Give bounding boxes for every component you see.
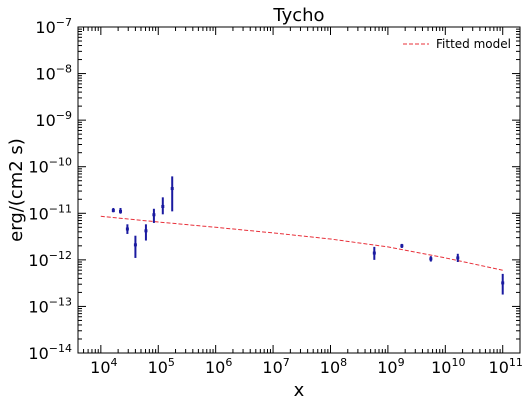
y-tick-label: 10−14 <box>28 342 72 363</box>
x-tick-exponent: 4 <box>111 356 118 369</box>
data-point <box>111 208 115 212</box>
x-tick-label: 109 <box>377 356 404 377</box>
x-tick-label: 1010 <box>431 356 465 377</box>
data-point <box>133 243 137 247</box>
data-point <box>144 229 148 233</box>
x-tick-label: 108 <box>320 356 347 377</box>
x-tick-exponent: 9 <box>398 356 405 369</box>
x-tick-label: 105 <box>148 356 175 377</box>
y-tick-label: 10−9 <box>35 109 72 130</box>
x-tick-base: 10 <box>431 358 451 377</box>
x-tick-exponent: 10 <box>451 356 465 369</box>
x-tick-base: 10 <box>320 358 340 377</box>
legend-label-fitted-model: Fitted model <box>436 37 511 51</box>
y-tick-base: 10 <box>28 297 48 316</box>
data-point <box>161 204 165 208</box>
data-point <box>170 187 174 191</box>
x-tick-exponent: 7 <box>283 356 290 369</box>
data-point <box>429 257 433 261</box>
y-tick-label: 10−12 <box>28 249 72 270</box>
y-tick-exponent: −13 <box>49 295 72 308</box>
y-tick-base: 10 <box>28 158 48 177</box>
x-tick-labels: 104 105 106 107 108 109 1010 1011 <box>90 356 523 377</box>
y-tick-label: 10−7 <box>35 16 72 37</box>
y-tick-exponent: −10 <box>49 156 72 169</box>
x-tick-exponent: 6 <box>225 356 232 369</box>
data-point <box>501 281 505 285</box>
y-tick-base: 10 <box>35 65 55 84</box>
x-tick-base: 10 <box>148 358 168 377</box>
x-tick-base: 10 <box>489 358 509 377</box>
y-tick-label: 10−10 <box>28 156 72 177</box>
data-point <box>152 213 156 217</box>
data-point <box>456 256 460 260</box>
y-axis-label: erg/(cm2 s) <box>6 138 27 242</box>
y-tick-base: 10 <box>35 18 55 37</box>
minor-ticks <box>77 27 521 353</box>
y-tick-exponent: −14 <box>49 342 72 355</box>
y-tick-exponent: −9 <box>56 109 72 122</box>
y-tick-exponent: −8 <box>56 63 72 76</box>
x-tick-exponent: 11 <box>509 356 523 369</box>
plot-area <box>77 26 521 354</box>
data-point <box>400 244 404 248</box>
x-tick-exponent: 5 <box>168 356 175 369</box>
y-tick-base: 10 <box>35 111 55 130</box>
x-tick-base: 10 <box>377 358 397 377</box>
legend: Fitted model <box>403 37 511 51</box>
y-tick-label: 10−11 <box>28 202 72 223</box>
y-tick-base: 10 <box>28 251 48 270</box>
x-tick-base: 10 <box>262 358 282 377</box>
x-tick-exponent: 8 <box>340 356 347 369</box>
x-tick-label: 107 <box>262 356 289 377</box>
y-tick-label: 10−13 <box>28 295 72 316</box>
data-point <box>119 209 123 213</box>
y-tick-exponent: −12 <box>49 249 72 262</box>
major-ticks <box>78 26 520 354</box>
x-tick-base: 10 <box>205 358 225 377</box>
x-tick-label: 1011 <box>489 356 523 377</box>
y-tick-base: 10 <box>28 344 48 363</box>
x-tick-label: 104 <box>90 356 117 377</box>
x-tick-label: 106 <box>205 356 232 377</box>
data-point <box>372 251 376 255</box>
fitted-model-line <box>100 215 503 271</box>
series-layer <box>100 176 505 295</box>
y-tick-label: 10−8 <box>35 63 72 84</box>
data-point <box>125 227 129 231</box>
y-tick-exponent: −7 <box>56 16 72 29</box>
x-tick-base: 10 <box>90 358 110 377</box>
chart-title: Tycho <box>272 5 324 26</box>
y-tick-base: 10 <box>28 204 48 223</box>
y-tick-exponent: −11 <box>49 202 72 215</box>
x-axis-label: x <box>294 380 305 401</box>
